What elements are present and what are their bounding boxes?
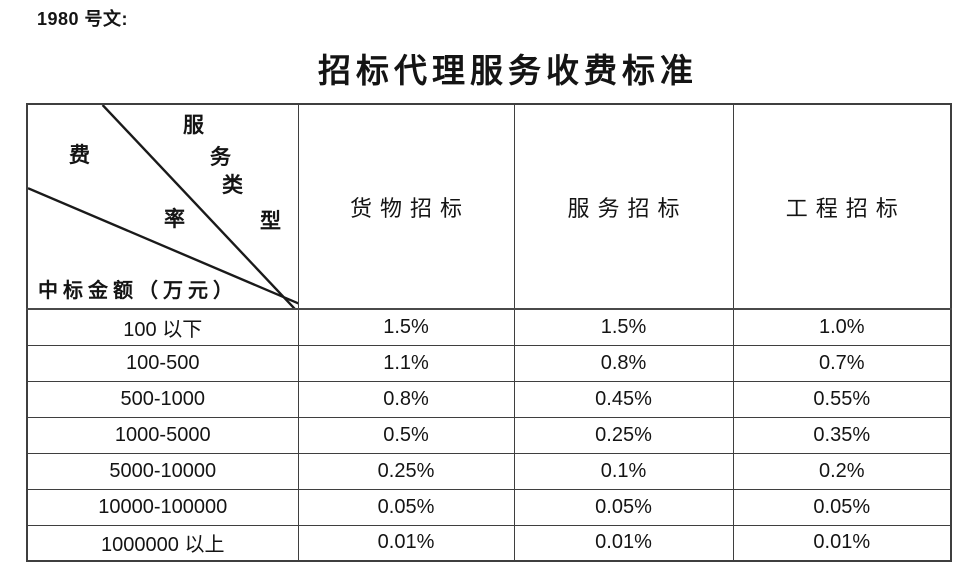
rate-cell-goods: 1.1% bbox=[297, 344, 515, 382]
table-row: 500-1000 0.8% 0.45% 0.55% bbox=[26, 380, 952, 418]
rate-cell-goods: 0.8% bbox=[297, 380, 515, 418]
rate-cell-works: 0.55% bbox=[732, 380, 952, 418]
table-row: 10000-100000 0.05% 0.05% 0.05% bbox=[26, 488, 952, 526]
bid-amount-label: 中标金额（万元） bbox=[38, 280, 238, 302]
rate-cell-services: 0.8% bbox=[513, 344, 734, 382]
rate-cell-works: 0.7% bbox=[732, 344, 952, 382]
amount-range-cell: 1000-5000 bbox=[26, 416, 299, 454]
table-row: 100-500 1.1% 0.8% 0.7% bbox=[26, 344, 952, 382]
rate-cell-works: 0.2% bbox=[732, 452, 952, 490]
column-header-works: 工程招标 bbox=[732, 103, 952, 310]
service-type-label-char: 类 bbox=[222, 173, 243, 197]
amount-range-cell: 500-1000 bbox=[26, 380, 299, 418]
table-row: 1000000 以上 0.01% 0.01% 0.01% bbox=[26, 524, 952, 562]
doc-number-label: 1980 号文: bbox=[37, 9, 129, 29]
service-type-label-char: 服 bbox=[183, 113, 204, 137]
header-row: 费 服 务 类 率 型 中标金额（万元） 货物招标 服务招标 工程招标 bbox=[26, 103, 952, 310]
rate-cell-services: 0.45% bbox=[513, 380, 734, 418]
corner-header-cell: 费 服 务 类 率 型 中标金额（万元） bbox=[26, 103, 299, 310]
table-row: 1000-5000 0.5% 0.25% 0.35% bbox=[26, 416, 952, 454]
diagonal-divider-lines bbox=[28, 105, 297, 307]
rate-cell-goods: 0.01% bbox=[297, 524, 515, 562]
amount-range-cell: 1000000 以上 bbox=[26, 524, 299, 562]
rate-cell-works: 0.05% bbox=[732, 488, 952, 526]
rate-cell-works: 0.01% bbox=[732, 524, 952, 562]
amount-range-cell: 10000-100000 bbox=[26, 488, 299, 526]
rate-cell-works: 1.0% bbox=[732, 308, 952, 346]
rate-cell-works: 0.35% bbox=[732, 416, 952, 454]
rate-cell-goods: 1.5% bbox=[297, 308, 515, 346]
column-header-services: 服务招标 bbox=[513, 103, 734, 310]
fee-standard-table: 费 服 务 类 率 型 中标金额（万元） 货物招标 服务招标 工程招标 100 … bbox=[26, 103, 952, 562]
amount-range-cell: 100 以下 bbox=[26, 308, 299, 346]
rate-cell-goods: 0.05% bbox=[297, 488, 515, 526]
table-row: 5000-10000 0.25% 0.1% 0.2% bbox=[26, 452, 952, 490]
rate-cell-services: 0.01% bbox=[513, 524, 734, 562]
service-type-label-char: 务 bbox=[210, 145, 231, 169]
amount-range-cell: 5000-10000 bbox=[26, 452, 299, 490]
rate-cell-services: 0.25% bbox=[513, 416, 734, 454]
rate-label-char: 费 bbox=[69, 143, 90, 167]
service-type-label-char: 型 bbox=[260, 209, 281, 233]
rate-cell-goods: 0.25% bbox=[297, 452, 515, 490]
amount-range-cell: 100-500 bbox=[26, 344, 299, 382]
rate-cell-services: 0.1% bbox=[513, 452, 734, 490]
rate-label-char: 率 bbox=[164, 207, 185, 231]
rate-cell-services: 0.05% bbox=[513, 488, 734, 526]
rate-cell-services: 1.5% bbox=[513, 308, 734, 346]
table-row: 100 以下 1.5% 1.5% 1.0% bbox=[26, 308, 952, 346]
column-header-goods: 货物招标 bbox=[297, 103, 515, 310]
rate-cell-goods: 0.5% bbox=[297, 416, 515, 454]
page-title: 招标代理服务收费标准 bbox=[318, 54, 698, 90]
